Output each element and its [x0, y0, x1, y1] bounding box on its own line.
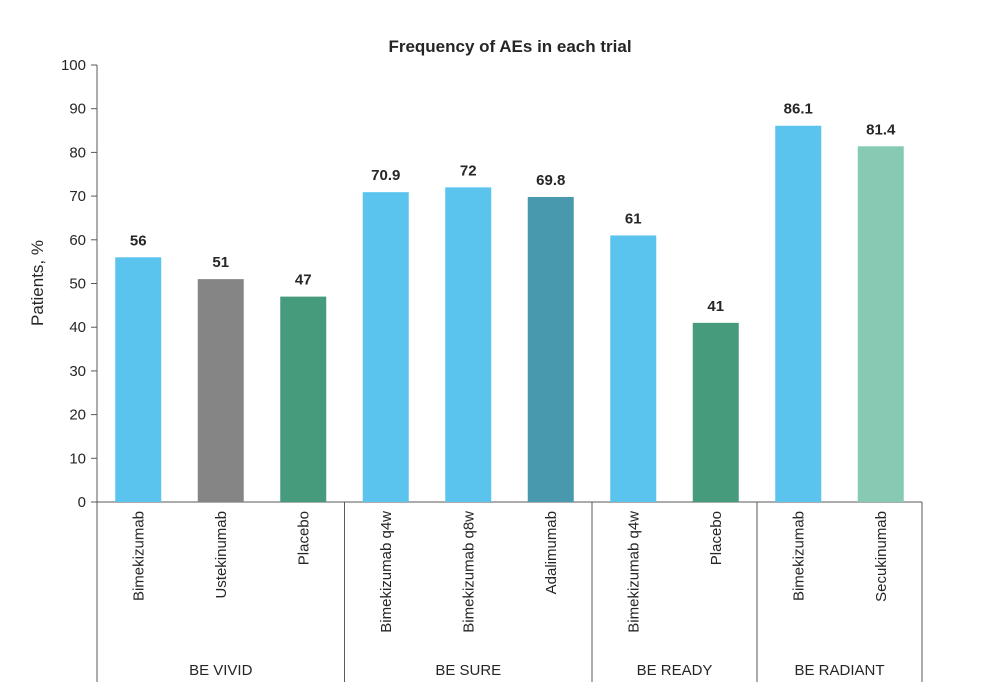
y-tick-label: 100	[61, 57, 86, 74]
x-tick-label: Ustekinumab	[213, 511, 230, 599]
bar	[527, 196, 574, 502]
x-tick-label: Bimekizumab q4w	[378, 511, 395, 633]
y-tick-label: 10	[69, 450, 86, 467]
plot-area: 0 10 20 30 40 50 60 70 80 90 100 56 Bimekizumab 51 Ust…	[61, 57, 923, 682]
data-label: 56	[130, 232, 147, 249]
data-label: 61	[625, 210, 642, 227]
data-label: 51	[212, 254, 229, 271]
bar	[857, 146, 904, 503]
y-tick-label: 60	[69, 232, 86, 249]
data-label: 69.8	[536, 172, 565, 189]
x-tick-label: Secukinumab	[873, 511, 890, 602]
y-tick-label: 90	[69, 101, 86, 118]
chart-title: Frequency of AEs in each trial	[388, 37, 631, 56]
bar	[197, 279, 244, 502]
y-tick-label: 70	[69, 188, 86, 205]
group-label: BE SURE	[435, 662, 501, 679]
bar	[610, 235, 657, 502]
data-label: 86.1	[784, 101, 813, 118]
group-label: BE VIVID	[189, 662, 253, 679]
y-tick-label: 40	[69, 319, 86, 336]
data-label: 41	[707, 298, 724, 315]
bar	[115, 257, 162, 502]
x-tick-label: Bimekizumab	[130, 511, 147, 601]
y-tick-label: 80	[69, 144, 86, 161]
bar	[445, 187, 492, 503]
y-tick-label: 30	[69, 363, 86, 380]
x-tick-label: Bimekizumab q4w	[625, 511, 642, 633]
x-tick-label: Bimekizumab	[790, 511, 807, 601]
bar	[775, 125, 822, 503]
y-tick-label: 20	[69, 407, 86, 424]
data-label: 81.4	[866, 121, 896, 138]
y-axis-label: Patients, %	[28, 240, 47, 326]
bar	[280, 296, 327, 502]
bar	[362, 192, 409, 503]
bar	[692, 322, 739, 502]
x-tick-label: Adalimumab	[543, 511, 560, 594]
data-label: 70.9	[371, 167, 400, 184]
x-tick-label: Bimekizumab q8w	[460, 511, 477, 633]
data-label: 47	[295, 272, 312, 289]
y-tick-label: 50	[69, 276, 86, 293]
x-tick-label: Placebo	[708, 511, 725, 565]
x-tick-label: Placebo	[295, 511, 312, 565]
group-label: BE READY	[637, 662, 713, 679]
group-label: BE RADIANT	[794, 662, 884, 679]
y-tick-label: 0	[78, 494, 86, 511]
data-label: 72	[460, 162, 477, 179]
